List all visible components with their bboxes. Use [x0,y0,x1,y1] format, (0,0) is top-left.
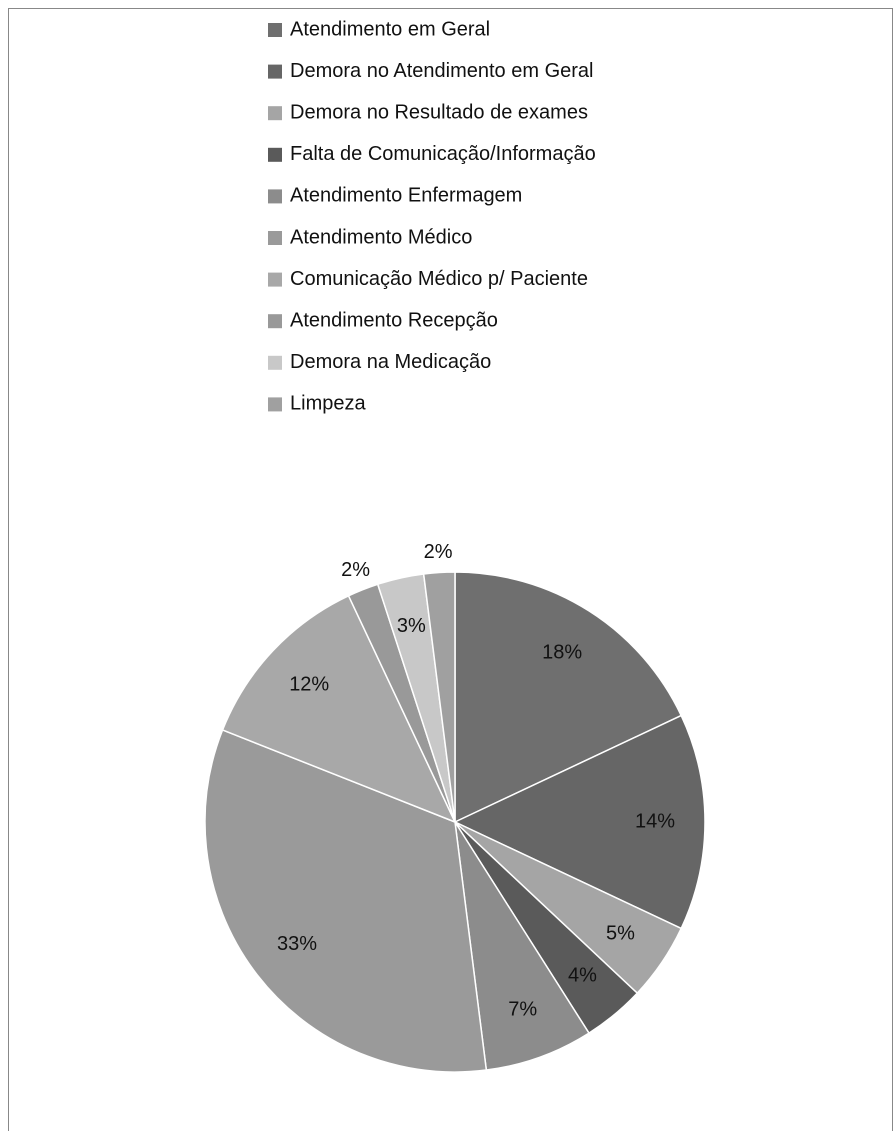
data-label: 7% [508,998,537,1020]
legend-label: Demora no Atendimento em Geral [290,60,594,82]
legend-label: Limpeza [290,393,366,415]
pie-slice [453,714,706,930]
legend-swatch [268,189,282,204]
legend-label: Demora no Resultado de exames [290,101,588,123]
data-label: 18% [542,641,582,663]
pie-slice [204,728,488,1073]
data-label: 5% [606,923,635,945]
data-label: 2% [341,559,370,581]
legend-swatch [268,397,282,412]
data-label: 2% [424,541,453,563]
data-label: 12% [289,673,329,695]
pie-slice [454,571,683,824]
legend-swatch [268,314,282,329]
pie-slice [422,571,456,823]
pie-slice [454,821,590,1071]
legend-swatch [268,355,282,370]
legend-swatch [268,272,282,287]
legend-swatch [268,23,282,37]
legend-label: Demora na Medicação [290,351,491,373]
legend-label: Atendimento Médico [290,226,472,248]
legend-swatch [268,64,282,79]
legend-swatch [268,231,282,245]
data-label: 14% [635,810,675,832]
pie-slice [221,594,457,824]
legend-swatch [268,147,282,162]
data-label: 4% [568,964,597,986]
legend-label: Atendimento em Geral [290,18,490,40]
legend-label: Comunicação Médico p/ Paciente [290,268,588,290]
legend-label: Atendimento Enfermagem [290,185,522,207]
data-label: 33% [277,933,317,955]
legend-label: Atendimento Recepção [290,309,498,331]
data-label: 3% [397,615,426,637]
legend-label: Falta de Comunicação/Informação [290,143,596,165]
chart-frame [8,8,893,1131]
legend-swatch [268,106,282,121]
